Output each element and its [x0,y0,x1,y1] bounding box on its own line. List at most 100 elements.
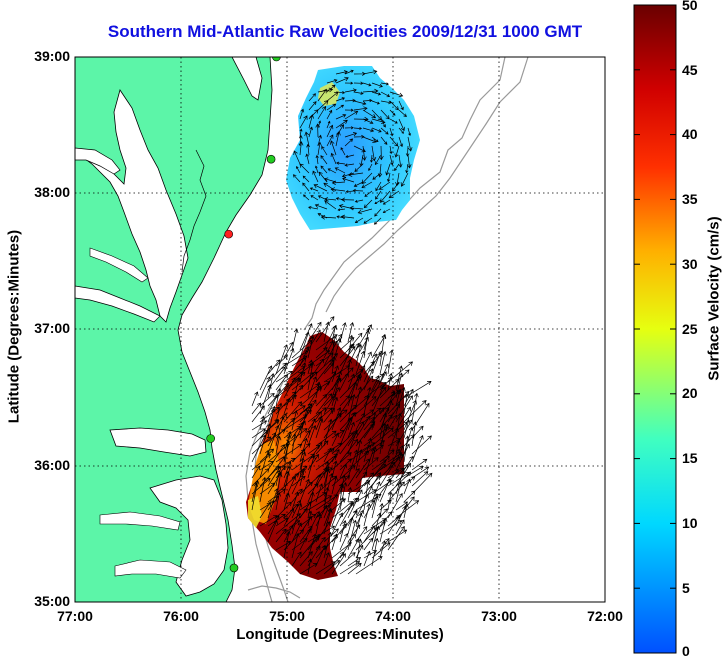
velocity-arrow [331,356,337,375]
velocity-arrow [338,203,355,210]
velocity-arrow [267,515,280,535]
figure-title: Southern Mid-Atlantic Raw Velocities 200… [107,22,583,41]
velocity-arrow [363,382,387,399]
velocity-arrow [344,88,357,93]
velocity-arrow [394,145,400,158]
velocity-arrow [331,475,338,495]
velocity-arrow [371,496,379,519]
velocity-arrow [347,489,363,519]
velocity-arrow [355,343,363,367]
velocity-arrow [323,468,331,495]
velocity-arrow [307,418,316,439]
velocity-arrow [347,322,355,343]
colorbar-tick-label: 0 [682,643,690,659]
x-tick-label: 75:00 [269,608,305,624]
velocity-arrow [379,477,391,503]
velocity-arrow [310,195,319,201]
velocity-arrow [334,167,346,174]
velocity-arrow [326,78,338,84]
south-velocity-yellow-edge [248,496,262,528]
velocity-arrow [344,81,354,85]
velocity-arrow [299,115,308,129]
velocity-arrow [347,172,364,177]
velocity-arrow [363,457,379,471]
velocity-arrow [329,140,337,156]
velocity-arrow [363,386,372,415]
velocity-arrow [315,440,329,455]
velocity-arrow [335,70,348,75]
velocity-arrow [259,376,271,399]
velocity-arrow [331,370,342,399]
velocity-arrow [347,486,353,503]
velocity-arrow [386,172,391,183]
velocity-arrow [395,445,404,463]
velocity-arrow [251,468,270,487]
velocity-arrow [353,91,364,95]
velocity-arrow [335,76,349,84]
velocity-arrow [347,449,359,479]
velocity-arrow [354,199,364,203]
york-river [89,247,149,283]
velocity-arrow [353,134,365,139]
velocity-arrow [339,484,345,503]
velocity-arrow [345,190,355,194]
velocity-arrow [315,418,324,439]
velocity-arrow [355,472,375,495]
velocity-arrow [374,154,382,166]
velocity-arrow [291,551,302,567]
velocity-arrow [317,141,322,156]
velocity-arrow [283,414,308,431]
velocity-arrow [411,458,428,471]
velocity-arrow [380,100,392,105]
x-tick-label: 77:00 [57,608,93,624]
velocity-arrow [307,321,322,343]
colorbar-tick-label: 20 [682,385,698,401]
velocity-arrow [403,455,414,471]
velocity-arrow [353,81,364,85]
velocity-arrow [331,553,346,575]
james-river [75,285,161,323]
albemarle-sound [109,427,207,457]
velocity-arrow [307,407,327,423]
velocity-arrow [339,417,352,447]
velocity-arrow [307,483,319,495]
velocity-arrow [299,128,303,138]
velocity-arrow [307,361,315,391]
velocity-arrow [398,136,404,148]
velocity-arrow [395,406,411,431]
velocity-arrow [331,377,341,407]
velocity-arrow [326,120,331,129]
velocity-arrow [352,188,364,193]
velocity-arrow [302,194,310,201]
velocity-arrow [371,91,382,96]
velocity-arrow [291,499,302,519]
velocity-arrow [405,163,409,174]
velocity-arrow [308,205,319,210]
velocity-arrow [267,519,278,543]
velocity-arrow [283,524,294,543]
velocity-arrow [305,153,310,165]
velocity-arrow [387,372,394,391]
colorbar-label: Surface Velocity (cm/s) [705,216,723,381]
velocity-arrow [355,544,364,559]
velocity-arrow [379,454,404,471]
velocity-arrow [259,415,266,431]
velocity-arrow [275,501,292,519]
velocity-arrow [403,490,416,503]
velocity-arrow [379,517,388,543]
velocity-arrow [323,560,341,575]
velocity-arrow [308,101,317,111]
velocity-arrow [341,172,355,178]
velocity-arrow [379,400,393,431]
velocity-arrow [362,118,374,125]
colorbar-tick-label: 15 [682,450,698,466]
velocity-arrow [307,473,322,503]
velocity-arrow [363,199,373,209]
velocity-arrow [363,353,378,383]
velocity-arrow [315,316,335,343]
velocity-arrow [398,154,403,168]
velocity-arrow [331,407,342,431]
velocity-arrow [327,168,337,174]
velocity-arrow [347,421,355,439]
